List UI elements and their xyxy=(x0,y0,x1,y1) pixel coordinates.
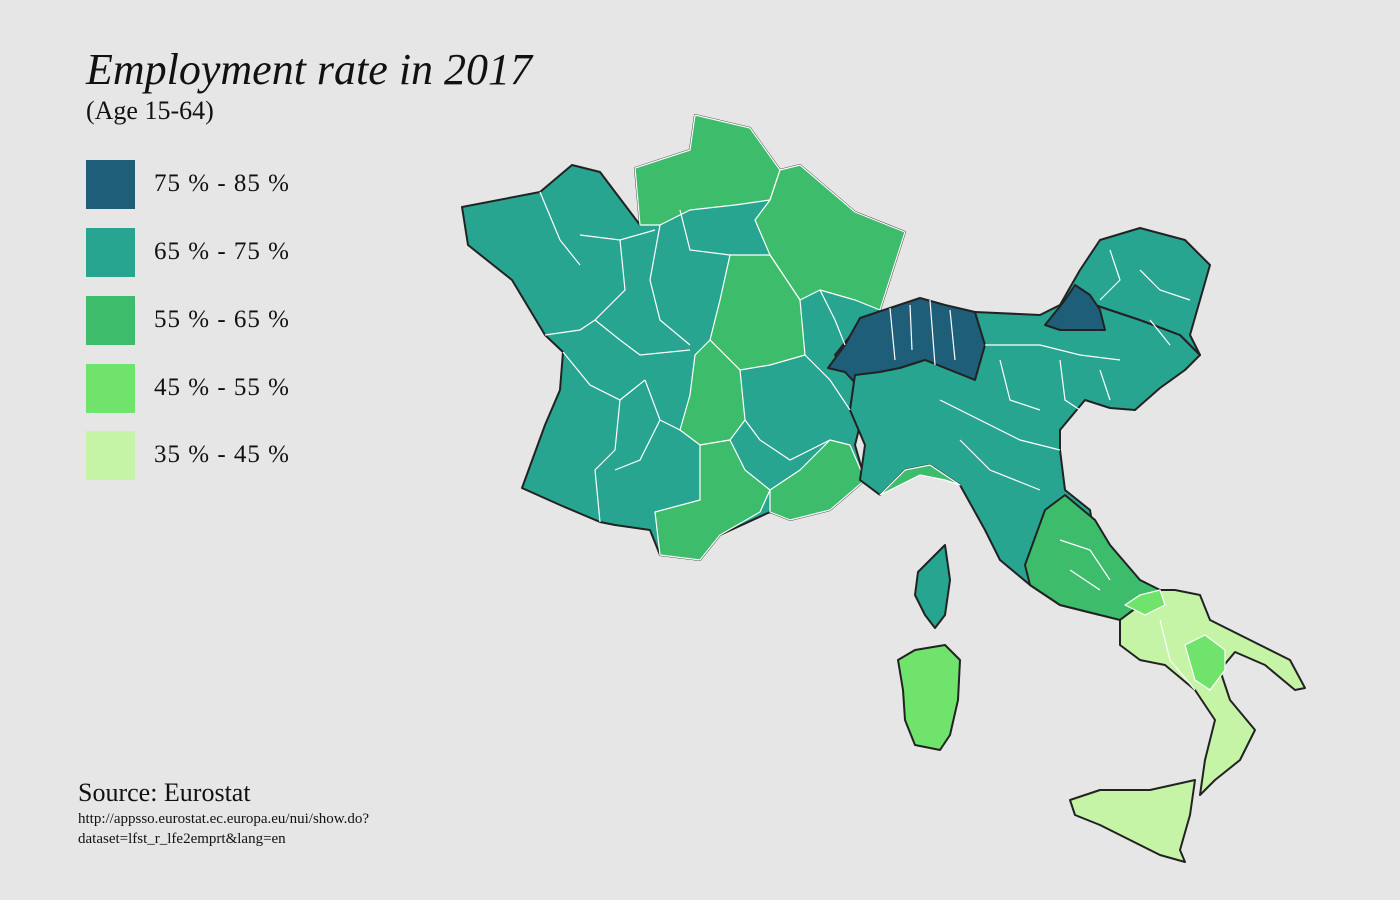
source-url: http://appsso.eurostat.ec.europa.eu/nui/… xyxy=(78,809,498,849)
region-austria xyxy=(1059,227,1211,356)
legend-swatch xyxy=(86,431,135,480)
legend-item: 35 % - 45 % xyxy=(86,431,406,481)
region-molise xyxy=(1124,589,1166,616)
legend-swatch xyxy=(86,296,135,345)
legend-item: 65 % - 75 % xyxy=(86,228,406,278)
legend-label: 55 % - 65 % xyxy=(154,306,290,333)
legend-item: 45 % - 55 % xyxy=(86,364,406,414)
source-label: Source: Eurostat xyxy=(78,778,251,807)
source-url-line: http://appsso.eurostat.ec.europa.eu/nui/… xyxy=(78,811,370,827)
legend-swatch xyxy=(86,160,135,209)
region-grand-est xyxy=(754,164,906,311)
legend-swatch xyxy=(86,228,135,277)
region-austria-west xyxy=(1044,284,1106,331)
legend-label: 35 % - 45 % xyxy=(154,441,290,468)
region-sardinia xyxy=(897,644,961,751)
map-title: Employment rate in 2017 xyxy=(86,45,533,94)
legend-item: 55 % - 65 % xyxy=(86,296,406,346)
legend-item: 75 % - 85 % xyxy=(86,160,406,210)
region-italy-south xyxy=(1119,589,1306,796)
legend-label: 75 % - 85 % xyxy=(154,170,290,197)
region-corsica xyxy=(914,544,951,629)
legend-label: 65 % - 75 % xyxy=(154,238,290,265)
region-liguria xyxy=(879,464,961,496)
region-sicily xyxy=(1069,779,1196,863)
map-subtitle: (Age 15-64) xyxy=(86,96,214,125)
region-bourgogne xyxy=(709,254,806,371)
region-occitanie-east xyxy=(654,439,771,561)
region-basilicata xyxy=(1184,634,1226,691)
legend-label: 45 % - 55 % xyxy=(154,374,290,401)
source-url-line: dataset=lfst_r_lfe2emprt&lang=en xyxy=(78,831,286,847)
legend-swatch xyxy=(86,364,135,413)
